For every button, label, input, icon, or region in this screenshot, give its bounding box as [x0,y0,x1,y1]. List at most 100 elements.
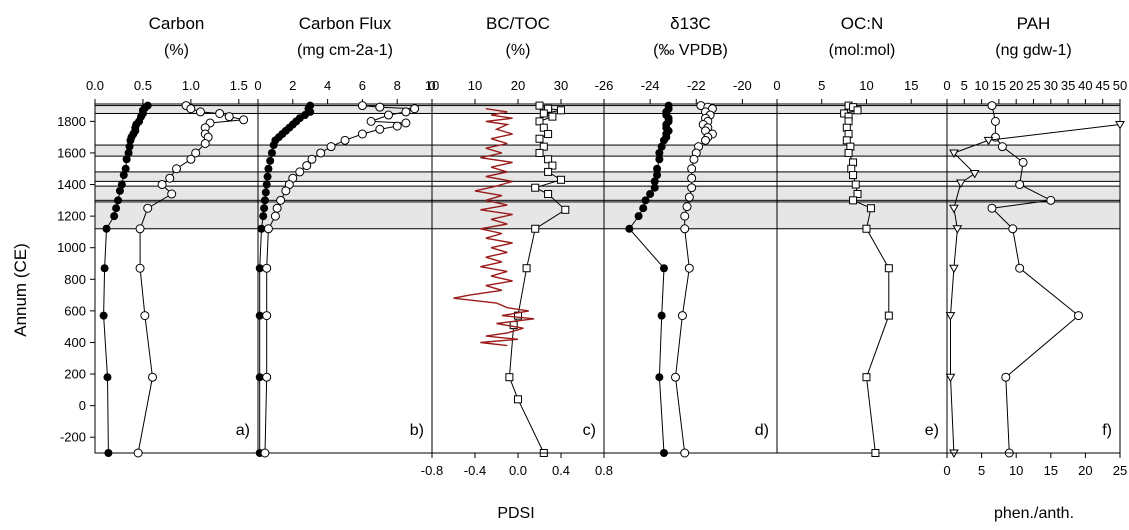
data-point [539,123,548,132]
panel-title: PAH [1017,14,1051,33]
x-tick-label: -20 [733,78,752,93]
x-tick-label: 0 [254,78,261,93]
data-point [548,112,557,121]
data-point [262,263,272,273]
data-point [257,224,266,233]
phen-tick-label: 5 [978,463,985,478]
data-point [862,224,871,233]
data-point [115,186,124,195]
x-tick-label: 10 [468,78,482,93]
pdsi-tick-label: 0.8 [595,463,613,478]
data-point [657,311,666,320]
data-point [544,167,553,176]
panel-a: Carbon (%) 0.0 0.5 1.0 1.5 a) [86,14,259,458]
y-axis: 1800 1600 1400 1200 1000 800 600 400 200 0 -200 [57,114,95,445]
data-point [316,148,326,158]
data-point [104,449,113,457]
data-point [1015,180,1025,190]
data-point [260,204,269,213]
data-point [195,107,205,117]
x-tick-label: 6 [359,78,366,93]
data-point [659,449,668,457]
x-tick-label: 8 [394,78,401,93]
data-point [114,196,123,205]
series-line [990,105,1080,454]
data-point [689,154,699,164]
data-point [687,173,697,183]
data-point [641,196,650,205]
panel-letter: b) [410,422,424,439]
data-point [375,102,385,112]
data-point [983,136,994,146]
data-point [539,109,548,118]
x-tick-label: -26 [595,78,614,93]
data-point [102,224,111,233]
data-point [157,180,167,190]
data-point [110,212,119,221]
x-tick-label: 10 [859,78,873,93]
data-point [682,202,692,212]
x-tick-label: 30 [554,78,568,93]
phen-tick-label: 10 [1009,463,1023,478]
x-tick-label: 0 [943,78,950,93]
data-point [535,134,544,143]
panel-unit: (ng gdw-1) [995,42,1071,59]
panel-title: Carbon [149,14,205,33]
shaded-band [94,171,1121,182]
data-point [945,312,956,321]
data-point [302,161,312,171]
panel-letter: d) [755,422,769,439]
data-point [262,311,272,321]
data-point [1018,157,1028,167]
data-point [167,189,177,199]
data-point [949,204,959,214]
data-point [143,203,153,213]
data-point [1115,121,1125,130]
y-tick-label: 1000 [57,240,86,255]
data-point [264,164,273,173]
data-point [259,212,268,221]
data-point [165,173,175,183]
data-point [687,183,697,193]
data-point [1001,372,1011,382]
data-point [357,101,367,111]
data-point [544,130,553,139]
panel-title: δ13C [670,14,711,33]
data-point [140,311,150,321]
data-point [267,148,276,157]
y-tick-label: 200 [64,367,86,382]
x-tick-label: 5 [818,78,825,93]
data-point [262,372,272,382]
x-tick-label: 40 [1078,78,1092,93]
data-point [1073,311,1083,321]
data-point [1015,263,1025,273]
data-point [987,101,997,111]
data-point [687,164,697,174]
phen-tick-label: 0 [943,463,950,478]
data-point [955,179,966,188]
data-point [266,156,275,165]
phen-tick-label: 15 [1044,463,1058,478]
data-point [272,203,282,213]
data-point [700,135,710,145]
data-point [135,263,145,273]
data-point [680,448,690,458]
data-point [535,101,544,110]
panel-f: PAH (ng gdw-1) 0 5 10 15 20 25 30 35 40 45 50 f) [943,14,1127,459]
data-point [634,212,643,221]
panel-c: BC/TOC(%)0 10 20 30c) [428,14,605,457]
panel-unit: (%) [164,42,189,59]
shaded-band [94,144,1121,157]
data-point [849,196,858,205]
data-point [561,205,570,214]
pdsi-tick-label: -0.8 [421,463,443,478]
data-point [844,148,853,157]
data-point [884,311,893,320]
x-tick-label: 20 [511,78,525,93]
x-tick-label: 1.5 [230,78,248,93]
data-point [119,171,128,180]
x-tick-label: 0.5 [134,78,152,93]
data-point [281,186,291,196]
data-point [186,154,196,164]
